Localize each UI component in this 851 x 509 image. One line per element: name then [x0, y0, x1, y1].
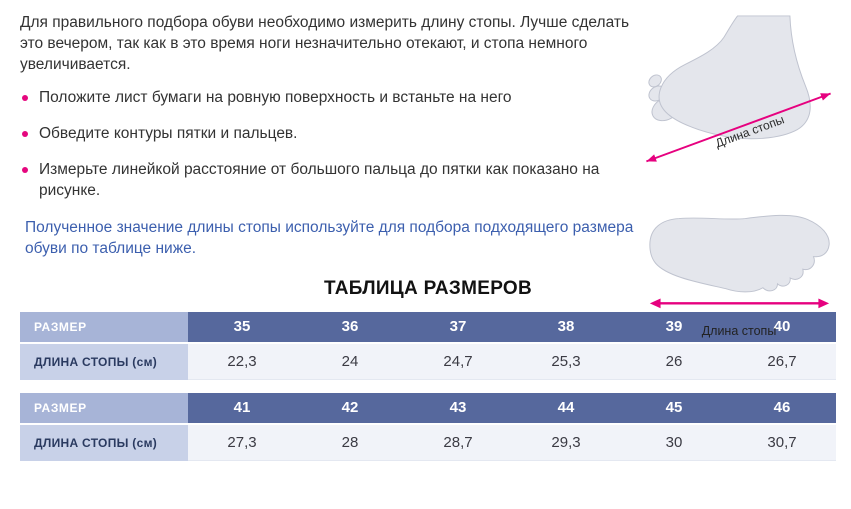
- length-value-cell: 26: [620, 343, 728, 380]
- length-value-cell: 22,3: [188, 343, 296, 380]
- length-value-cell: 30,7: [728, 424, 836, 461]
- measurement-arrow-diagonal: [646, 92, 831, 163]
- size-table-title: ТАБЛИЦА РАЗМЕРОВ: [323, 277, 533, 299]
- length-row-label: ДЛИНА СТОПЫ (см): [20, 424, 188, 461]
- instruction-item: Обведите контуры пятки и пальцев.: [20, 124, 620, 145]
- foot-top-icon: [649, 214, 830, 309]
- bullet-icon: [22, 131, 28, 138]
- size-header-cell: 41: [188, 392, 296, 423]
- foot-side-icon: Длина стопы: [646, 15, 831, 163]
- size-header-cell: 43: [404, 392, 512, 423]
- instruction-item: Положите лист бумаги на ровную поверхнос…: [20, 88, 620, 109]
- foot-side-illustration: Длина стопы: [644, 14, 834, 179]
- size-header-cell: 40: [728, 311, 836, 342]
- length-row: ДЛИНА СТОПЫ (см) 27,3 28 28,7 29,3 30 30…: [20, 424, 836, 461]
- bullet-icon: [22, 167, 28, 174]
- size-header-cell: 38: [512, 311, 620, 342]
- size-header-cell: 45: [620, 392, 728, 423]
- instruction-text: Положите лист бумаги на ровную поверхнос…: [39, 89, 512, 107]
- size-header-cell: 35: [188, 311, 296, 342]
- length-value-cell: 27,3: [188, 424, 296, 461]
- length-row-label: ДЛИНА СТОПЫ (см): [20, 343, 188, 380]
- instruction-item: Измерьте линейкой расстояние от большого…: [20, 160, 620, 202]
- foot-length-label-horizontal: Длина стопы: [701, 324, 777, 338]
- size-header-row: РАЗМЕР 41 42 43 44 45 46: [20, 392, 836, 423]
- size-row-label: РАЗМЕР: [20, 311, 188, 342]
- instruction-text: Обведите контуры пятки и пальцев.: [39, 125, 298, 143]
- intro-paragraph: Для правильного подбора обуви необходимо…: [20, 14, 630, 74]
- size-table-group-1: РАЗМЕР 35 36 37 38 39 40 ДЛИНА СТОПЫ (см…: [20, 311, 836, 380]
- measurement-arrow-horizontal: [649, 298, 830, 309]
- bullet-icon: [22, 95, 28, 102]
- size-header-cell: 37: [404, 311, 512, 342]
- length-value-cell: 24: [296, 343, 404, 380]
- size-header-cell: 39: [620, 311, 728, 342]
- size-table-group-2: РАЗМЕР 41 42 43 44 45 46 ДЛИНА СТОПЫ (см…: [20, 392, 836, 461]
- size-header-cell: 44: [512, 392, 620, 423]
- length-value-cell: 26,7: [728, 343, 836, 380]
- length-value-cell: 28,7: [404, 424, 512, 461]
- size-header-cell: 46: [728, 392, 836, 423]
- length-value-cell: 25,3: [512, 343, 620, 380]
- length-value-cell: 29,3: [512, 424, 620, 461]
- instruction-text: Измерьте линейкой расстояние от большого…: [39, 161, 600, 199]
- length-row: ДЛИНА СТОПЫ (см) 22,3 24 24,7 25,3 26 26…: [20, 343, 836, 380]
- size-header-cell: 36: [296, 311, 404, 342]
- note-text: Полученное значение длины стопы использу…: [25, 218, 634, 258]
- length-value-cell: 28: [296, 424, 404, 461]
- foot-top-illustration: Длина стопы: [644, 201, 834, 338]
- size-header-cell: 42: [296, 392, 404, 423]
- instruction-list: Положите лист бумаги на ровную поверхнос…: [20, 88, 648, 202]
- instructions-column: Для правильного подбора обуви необходимо…: [20, 12, 648, 260]
- illustrations-column: Длина стопы Длина стопы: [643, 14, 835, 338]
- size-header-row: РАЗМЕР 35 36 37 38 39 40: [20, 311, 836, 342]
- length-value-cell: 30: [620, 424, 728, 461]
- size-row-label: РАЗМЕР: [20, 392, 188, 423]
- length-value-cell: 24,7: [404, 343, 512, 380]
